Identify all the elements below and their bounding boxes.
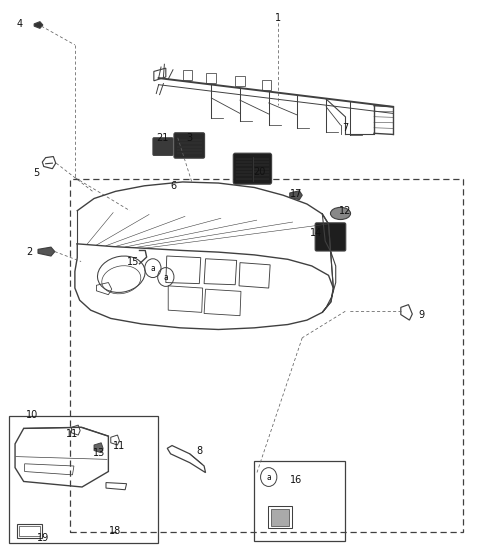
Text: 15: 15 — [127, 257, 139, 266]
Polygon shape — [34, 22, 43, 28]
Polygon shape — [94, 443, 103, 453]
Bar — [182, 70, 192, 80]
Text: 12: 12 — [339, 206, 351, 216]
Text: 16: 16 — [290, 475, 302, 485]
Bar — [206, 73, 216, 83]
Bar — [70, 178, 463, 532]
Bar — [268, 506, 292, 529]
FancyBboxPatch shape — [233, 153, 272, 184]
Text: a: a — [266, 473, 271, 481]
Text: 4: 4 — [17, 19, 23, 29]
Bar — [17, 524, 42, 538]
Text: 21: 21 — [156, 133, 168, 143]
Polygon shape — [38, 247, 55, 256]
Text: a: a — [151, 264, 155, 273]
Text: 17: 17 — [290, 189, 303, 199]
FancyBboxPatch shape — [153, 138, 173, 156]
FancyBboxPatch shape — [315, 223, 346, 251]
Polygon shape — [290, 191, 302, 199]
FancyBboxPatch shape — [174, 133, 204, 158]
Text: 20: 20 — [253, 167, 265, 177]
Text: 11: 11 — [113, 440, 125, 450]
Text: 10: 10 — [25, 410, 38, 420]
Text: 2: 2 — [26, 247, 33, 257]
Text: 11: 11 — [66, 429, 79, 439]
Text: 6: 6 — [170, 181, 176, 191]
Bar — [262, 80, 271, 90]
Text: 8: 8 — [196, 446, 203, 456]
Text: 3: 3 — [187, 133, 193, 143]
Text: 13: 13 — [93, 448, 105, 458]
Ellipse shape — [330, 207, 350, 219]
Text: 1: 1 — [275, 13, 281, 23]
Text: 18: 18 — [109, 526, 122, 536]
Bar — [9, 416, 157, 543]
Bar — [271, 509, 289, 526]
Text: a: a — [164, 273, 168, 281]
Text: 7: 7 — [342, 123, 348, 133]
Bar — [235, 76, 245, 86]
Bar — [19, 526, 40, 536]
Text: 9: 9 — [419, 310, 425, 320]
Text: 5: 5 — [34, 168, 40, 178]
Text: 14: 14 — [311, 228, 323, 238]
Text: 19: 19 — [36, 533, 49, 543]
Bar — [254, 461, 345, 541]
